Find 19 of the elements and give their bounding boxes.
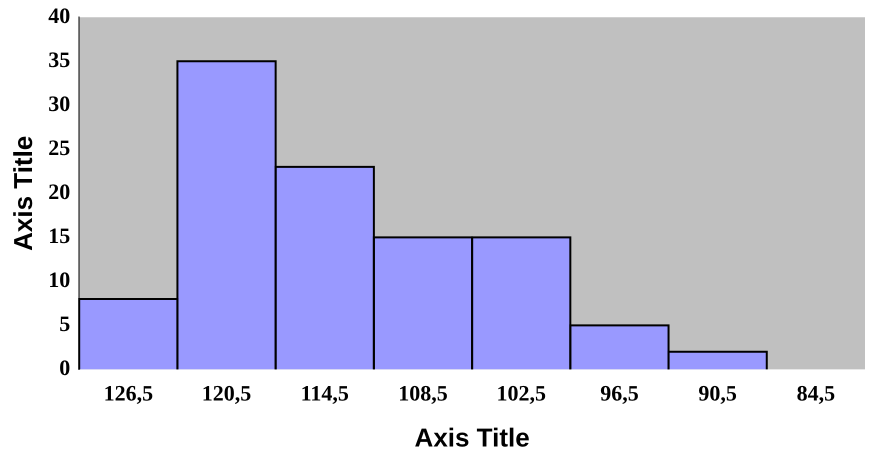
y-tick-label: 35 (48, 46, 70, 72)
x-tick-label: 120,5 (202, 380, 252, 406)
x-tick-label: 84,5 (796, 380, 836, 406)
x-tick-label: 102,5 (496, 380, 546, 406)
y-tick-label: 25 (48, 134, 70, 160)
y-tick-label: 5 (59, 311, 70, 336)
x-tick-label: 114,5 (300, 380, 349, 406)
y-tick-label: 15 (48, 223, 70, 248)
x-tick-label: 108,5 (398, 380, 448, 406)
x-tick-label: 90,5 (698, 380, 737, 406)
x-tick-label: 126,5 (104, 380, 154, 406)
y-tick-label: 0 (59, 355, 70, 380)
y-axis-title: Axis Title (8, 136, 38, 251)
x-axis-title: Axis Title (414, 422, 530, 453)
y-tick-label: 30 (48, 90, 70, 116)
x-tick-label: 96,5 (600, 380, 639, 406)
y-tick-label: 20 (48, 178, 70, 204)
y-tick-label: 10 (48, 267, 70, 292)
y-tick-label: 40 (48, 2, 70, 28)
